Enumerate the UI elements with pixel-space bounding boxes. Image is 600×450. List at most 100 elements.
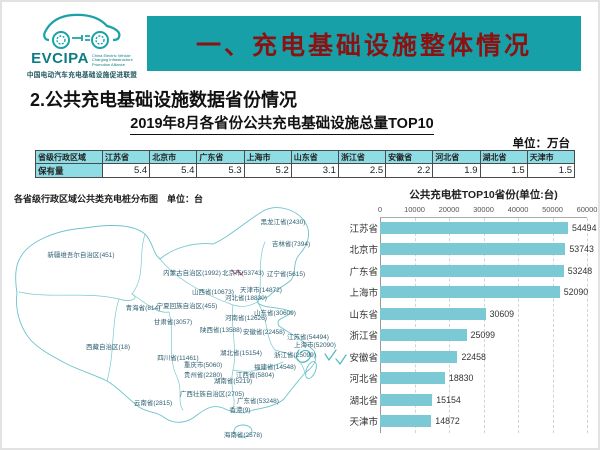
axis-tick-label: 40000 [507,205,529,214]
bar-value-label: 25099 [470,330,496,341]
table-col-header: 河北省 [432,150,481,164]
gridline [380,218,381,433]
table-cell: 2.5 [337,163,387,178]
table-cell: 5.4 [149,163,198,178]
bar-row: 广东省 53248 [340,260,598,282]
evcipa-logo: EVCIPA China Electric Vehicle Charging I… [18,10,146,79]
section-title: 2.公共充电基础设施数据省份情况 [30,90,298,110]
table-col-header: 湖北省 [479,150,528,164]
table-col-header: 安徽省 [385,150,434,164]
table-row-header: 保有量 [35,163,103,178]
bar-row: 安徽省 22458 [340,346,598,368]
table-col-header: 北京市 [149,150,198,164]
ev-car-logo-icon [43,13,121,49]
bar-category-label: 浙江省 [349,331,378,343]
bar-row: 天津市 14872 [340,411,598,433]
chart-gridlines [380,217,588,433]
bar-row: 江苏省 54494 [340,217,598,239]
china-outline [15,207,317,423]
table-cell: 5.3 [196,163,245,178]
bar-category-label: 天津市 [349,417,378,429]
slide-title: 一、充电基础设施整体情况 [195,31,532,60]
taiwan-island [305,361,317,379]
table-value-row: 保有量 5.4 5.4 5.3 5.2 3.1 2.5 2.2 1.9 1.5 1.5 [35,163,576,178]
bar-category-label: 江苏省 [349,223,378,235]
bar-value-label: 30609 [489,308,515,319]
table-title: 2019年8月各省份公共充电基础设施总量TOP10 [130,112,434,135]
bar-track: 30609 [380,303,587,325]
bar-row: 浙江省 25099 [340,325,598,347]
table-col-header: 广东省 [196,150,245,164]
bar-value-label: 53743 [569,244,594,255]
table-col-header: 浙江省 [337,150,387,164]
table-col-header: 上海市 [243,150,292,164]
bar [380,307,486,320]
chart-x-axis: 0 10000 20000 30000 40000 50000 60000 [377,205,598,217]
table-col-header: 山东省 [290,150,339,164]
axis-tick-label: 10000 [404,205,425,214]
logo-org-name: 中国电动汽车充电基础设施促进联盟 [26,72,138,79]
bar [380,372,445,385]
gridline [483,218,485,433]
axis-tick-label: 50000 [542,205,563,214]
bar [380,393,433,406]
bar-chart: 公共充电桩TOP10省份(单位:台) 0 10000 20000 30000 40000… [340,187,598,433]
bar-category-label: 北京市 [349,245,378,257]
table-col-header: 江苏省 [101,150,151,164]
bar [380,415,432,428]
bar-category-label: 广东省 [349,266,378,278]
hainan-island [233,424,253,438]
bar-category-label: 河北省 [349,374,378,386]
gridline [518,218,519,433]
logo-tagline-line2: Charging Infrastructure [91,57,133,62]
axis-tick-label: 60000 [576,205,598,214]
bar-category-label: 上海市 [349,288,378,300]
bar-track: 18830 [380,368,587,390]
axis-tick-label: 30000 [473,205,494,214]
bar [380,243,566,256]
gridline [449,218,450,433]
bar-track: 22458 [380,346,587,368]
bar-row: 河北省 18830 [340,368,598,390]
bar [380,329,467,342]
table-cell: 5.4 [101,163,151,178]
bar-row: 山东省 30609 [340,303,598,325]
pen-scribbles [295,349,347,365]
bar-value-label: 52090 [563,287,589,298]
bar-track: 53248 [380,260,592,282]
bar-value-label: 53248 [567,265,593,276]
bar-track: 25099 [380,325,587,347]
bar-track: 54494 [380,217,596,239]
table-cell: 1.5 [526,163,576,178]
logo-tagline-line3: Promotion Alliance [91,61,126,67]
axis-tick-label: 20000 [438,205,460,214]
axis-tick-label: 0 [377,205,383,214]
logo-tagline: China Electric Vehicle Charging Infrastr… [91,53,133,68]
logo-brand-text: EVCIPA [31,50,89,67]
chart-title: 公共充电桩TOP10省份(单位:台) [409,189,558,201]
table-cell: 1.9 [432,163,481,178]
bar-value-label: 14872 [435,416,460,427]
title-banner: 一、充电基础设施整体情况 [147,16,581,71]
gridline [414,218,416,433]
bar-row: 湖北省 15154 [340,389,598,411]
bar-track: 53743 [380,239,594,261]
table-title-wrap: 2019年8月各省份公共充电基础设施总量TOP10 [112,112,452,135]
table-cell: 1.5 [479,163,528,178]
table-col-header: 天津市 [526,150,576,164]
bar-value-label: 22458 [461,351,486,362]
bar-value-label: 54494 [572,222,597,233]
bar-category-label: 湖北省 [349,395,378,407]
beijing-red-mark [231,269,244,276]
table-header-row: 省级行政区域 江苏省 北京市 广东省 上海市 山东省 浙江省 安徽省 河北省 湖北省 天津市 [35,150,576,164]
bar-row: 上海市 52090 [340,282,598,304]
province-borders [18,233,306,411]
table-cell: 2.2 [385,163,434,178]
bar-value-label: 18830 [448,373,474,384]
map-title: 各省级行政区域公共类充电桩分布图 单位：台 [14,194,204,204]
china-map [15,207,347,438]
table-corner-header: 省级行政区域 [35,150,103,164]
top10-table: 省级行政区域 江苏省 北京市 广东省 上海市 山东省 浙江省 安徽省 河北省 湖北省 天津市 保有… [35,150,576,178]
bar-row: 北京市 53743 [340,239,598,261]
bar [380,264,564,277]
